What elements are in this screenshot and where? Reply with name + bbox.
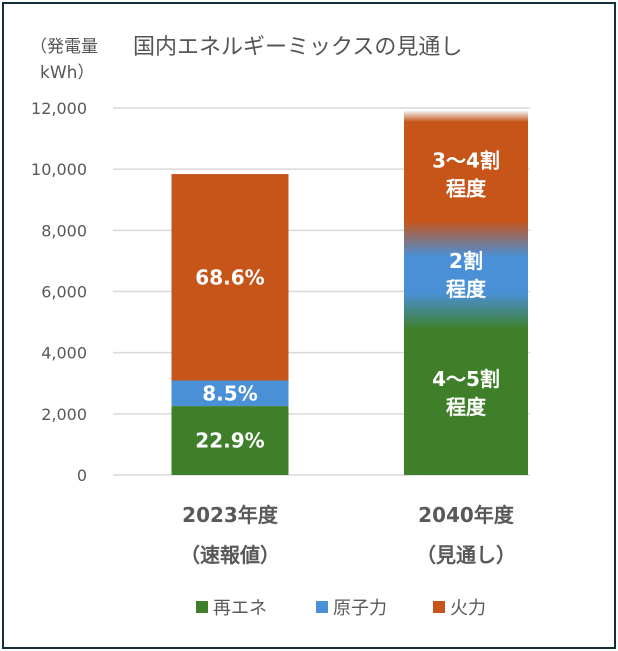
legend-swatch	[316, 601, 328, 613]
data-label: 3〜4割	[432, 149, 500, 173]
data-label: 程度	[446, 277, 487, 301]
y-axis-label-line2: kWh）	[40, 63, 94, 83]
data-label: 4〜5割	[432, 367, 500, 391]
bar-segment-0	[171, 406, 289, 475]
data-label: 2割	[449, 249, 483, 273]
chart-title: 国内エネルギーミックスの見通し	[133, 35, 462, 60]
data-label: 8.5%	[202, 381, 257, 405]
data-label: 程度	[446, 177, 487, 201]
bar-2040	[404, 111, 528, 475]
legend-swatch	[433, 601, 445, 613]
data-label: 68.6%	[195, 265, 264, 289]
y-tick-label: 6,000	[41, 283, 87, 302]
legend-label: 原子力	[333, 598, 387, 619]
bar-segment-1	[171, 380, 289, 407]
y-tick-label: 0	[77, 466, 87, 485]
legend-swatch	[196, 601, 208, 613]
bar-segment-2	[171, 174, 289, 381]
data-label: 22.9%	[195, 429, 264, 453]
y-tick-label: 4,000	[41, 344, 87, 363]
y-tick-label: 12,000	[31, 99, 87, 118]
y-tick-label: 8,000	[41, 221, 87, 240]
legend-label: 火力	[450, 598, 486, 619]
x-category-label: 2040年度	[418, 503, 515, 527]
data-label: 程度	[446, 395, 487, 419]
x-category-sublabel: （速報値）	[180, 543, 280, 567]
y-tick-label: 2,000	[41, 405, 87, 424]
legend-label: 再エネ	[213, 598, 267, 619]
y-axis-label-line1: （発電量	[30, 37, 98, 57]
x-category-label: 2023年度	[182, 503, 279, 527]
x-category-sublabel: （見通し）	[416, 543, 516, 567]
y-tick-label: 10,000	[31, 160, 87, 179]
